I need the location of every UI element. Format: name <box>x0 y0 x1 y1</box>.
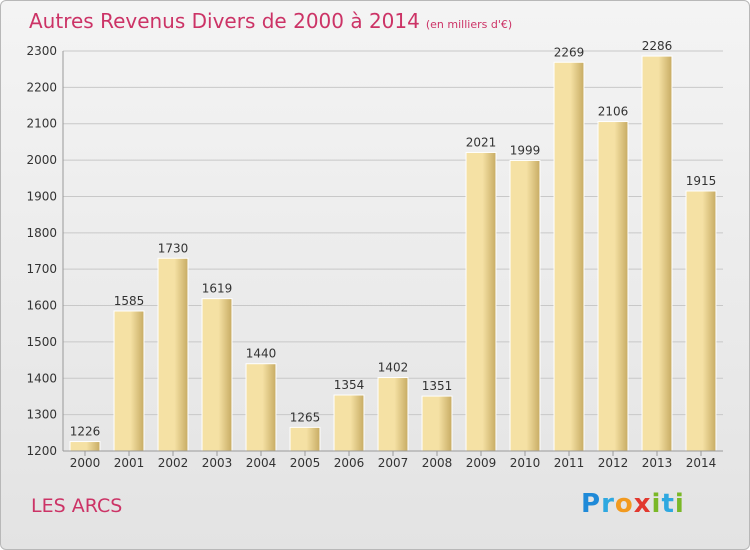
bar-value-label: 1354 <box>334 378 365 392</box>
bar-value-label: 1265 <box>290 410 321 424</box>
x-tick-label: 2014 <box>686 456 717 470</box>
logo-letter: t <box>661 489 675 519</box>
bar <box>553 61 585 452</box>
bar <box>113 310 145 452</box>
bar-value-label: 1351 <box>422 379 453 393</box>
x-tick-label: 2003 <box>202 456 233 470</box>
y-tick-label: 2000 <box>26 153 57 167</box>
proxiti-logo: Proxiti <box>581 489 685 519</box>
bar-value-label: 2021 <box>466 135 497 149</box>
bar-value-label: 1915 <box>686 174 717 188</box>
bar <box>465 151 497 452</box>
logo-letter: i <box>674 489 685 519</box>
bar <box>685 190 717 452</box>
x-tick-label: 2008 <box>422 456 453 470</box>
y-tick-label: 1500 <box>26 335 57 349</box>
y-tick-label: 1700 <box>26 262 57 276</box>
x-tick-label: 2005 <box>290 456 321 470</box>
bar-value-label: 1402 <box>378 361 409 375</box>
y-tick-label: 2300 <box>26 44 57 58</box>
x-tick-label: 2013 <box>642 456 673 470</box>
logo-letter: P <box>581 489 602 519</box>
bar-value-label: 2106 <box>598 105 629 119</box>
bar-value-label: 1440 <box>246 347 277 361</box>
bar <box>201 298 233 452</box>
bar <box>245 363 277 452</box>
x-tick-label: 2001 <box>114 456 145 470</box>
chart-title-unit: (en milliers d'€) <box>425 18 513 31</box>
bar <box>597 121 629 452</box>
bar <box>289 426 321 452</box>
bar-value-label: 1730 <box>158 241 189 255</box>
bar <box>509 159 541 452</box>
chart-title: Autres Revenus Divers de 2000 à 2014 (en … <box>29 9 512 33</box>
chart-title-main: Autres Revenus Divers de 2000 à 2014 <box>29 9 420 33</box>
y-tick-label: 1400 <box>26 371 57 385</box>
bar-value-label: 1619 <box>202 282 233 296</box>
bar-value-label: 2286 <box>642 39 673 53</box>
bar <box>69 441 101 452</box>
y-tick-label: 2200 <box>26 80 57 94</box>
logo-letter: i <box>651 489 662 519</box>
bar-value-label: 1999 <box>510 143 541 157</box>
y-tick-label: 1200 <box>26 444 57 458</box>
bar-value-label: 2269 <box>554 45 585 59</box>
y-tick-label: 2100 <box>26 117 57 131</box>
x-tick-label: 2002 <box>158 456 189 470</box>
logo-letter: x <box>633 489 652 519</box>
x-tick-label: 2011 <box>554 456 585 470</box>
bar <box>333 394 365 452</box>
x-tick-label: 2007 <box>378 456 409 470</box>
y-tick-label: 1300 <box>26 408 57 422</box>
y-tick-label: 1900 <box>26 189 57 203</box>
bar <box>641 55 673 452</box>
y-tick-label: 1800 <box>26 226 57 240</box>
x-tick-label: 2012 <box>598 456 629 470</box>
x-tick-label: 2000 <box>70 456 101 470</box>
bar-value-label: 1226 <box>70 425 101 439</box>
bar <box>421 395 453 452</box>
y-tick-label: 1600 <box>26 299 57 313</box>
x-tick-label: 2009 <box>466 456 497 470</box>
x-tick-label: 2004 <box>246 456 277 470</box>
place-name: LES ARCS <box>31 495 123 517</box>
logo-letter: r <box>601 489 615 519</box>
x-tick-label: 2010 <box>510 456 541 470</box>
bar <box>157 257 189 452</box>
bar-value-label: 1585 <box>114 294 145 308</box>
bar <box>377 377 409 452</box>
logo-letter: o <box>614 489 634 519</box>
x-tick-label: 2006 <box>334 456 365 470</box>
